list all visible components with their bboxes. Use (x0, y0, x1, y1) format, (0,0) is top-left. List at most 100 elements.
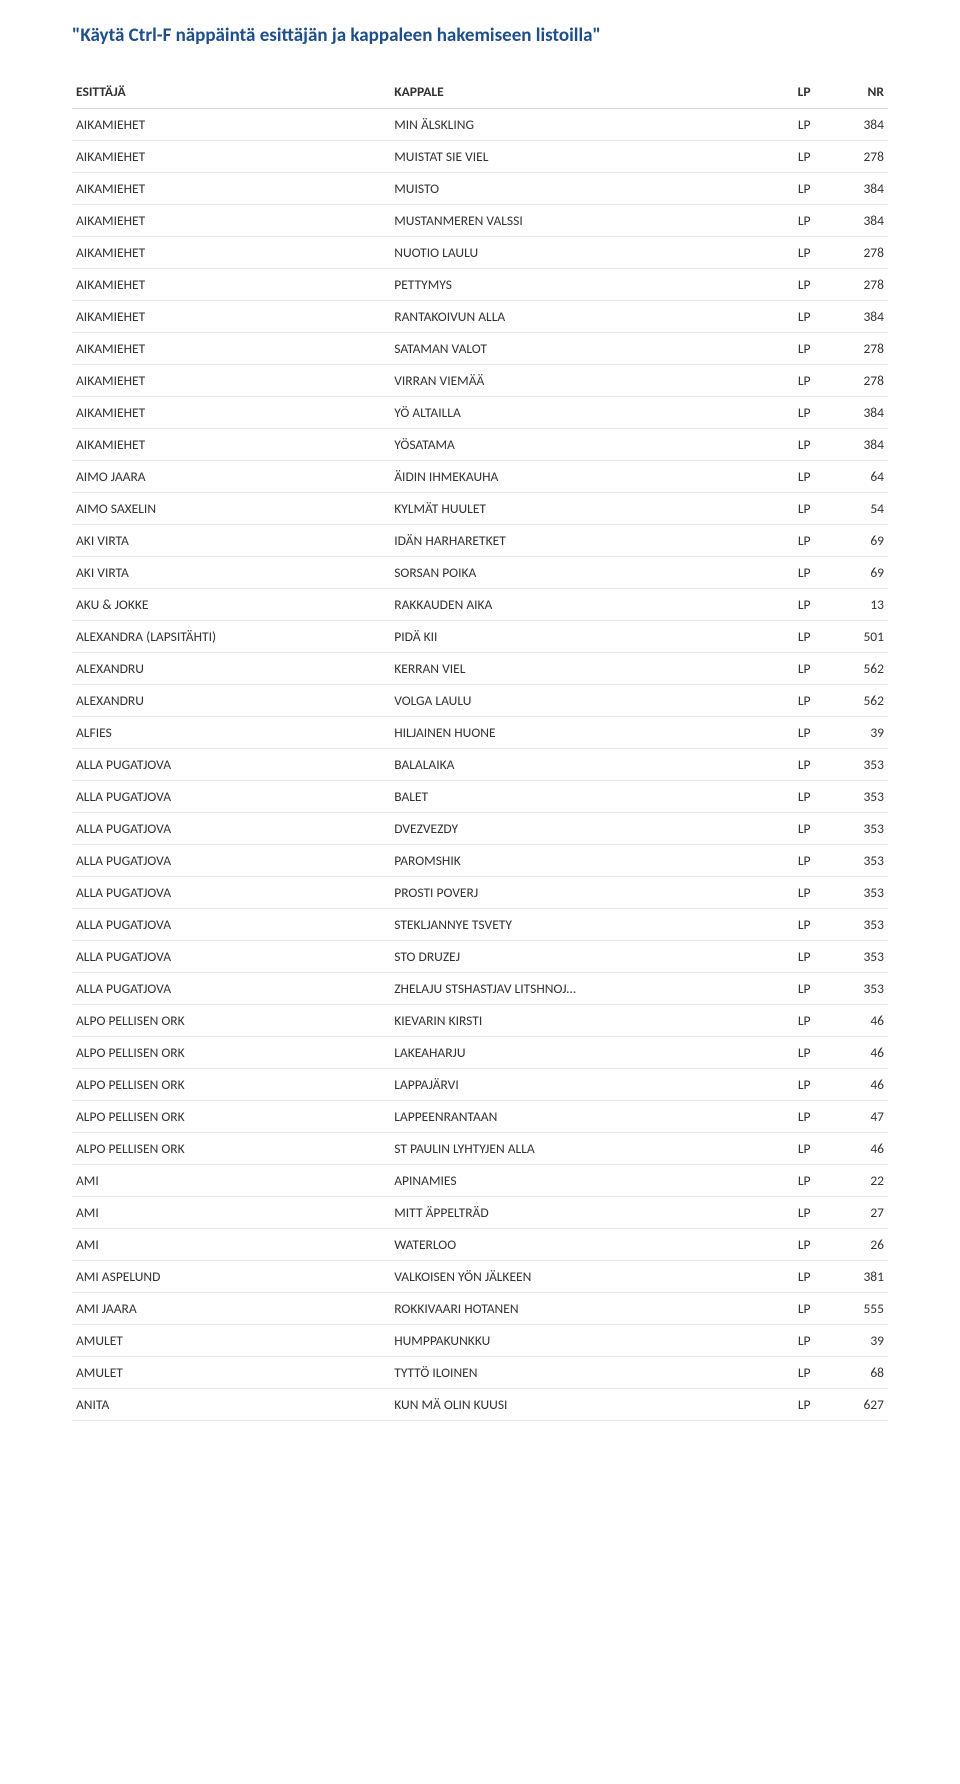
cell-nr: 22 (815, 1165, 888, 1197)
cell-song: KYLMÄT HUULET (390, 493, 757, 525)
table-row: ANITAKUN MÄ OLIN KUUSILP627 (72, 1389, 888, 1421)
cell-song: MUSTANMEREN VALSSI (390, 205, 757, 237)
cell-nr: 69 (815, 557, 888, 589)
cell-song: KUN MÄ OLIN KUUSI (390, 1389, 757, 1421)
table-row: AMIMITT ÄPPELTRÄDLP27 (72, 1197, 888, 1229)
cell-nr: 278 (815, 237, 888, 269)
cell-nr: 353 (815, 845, 888, 877)
cell-song: HILJAINEN HUONE (390, 717, 757, 749)
table-row: AMI ASPELUNDVALKOISEN YÖN JÄLKEENLP381 (72, 1261, 888, 1293)
cell-song: VOLGA LAULU (390, 685, 757, 717)
header-lp: LP (757, 77, 814, 109)
cell-song: MITT ÄPPELTRÄD (390, 1197, 757, 1229)
cell-artist: AIMO SAXELIN (72, 493, 390, 525)
cell-nr: 68 (815, 1357, 888, 1389)
cell-lp: LP (757, 397, 814, 429)
cell-lp: LP (757, 621, 814, 653)
cell-lp: LP (757, 557, 814, 589)
table-row: AIMO SAXELINKYLMÄT HUULETLP54 (72, 493, 888, 525)
table-row: AMIAPINAMIESLP22 (72, 1165, 888, 1197)
cell-nr: 64 (815, 461, 888, 493)
cell-artist: ALPO PELLISEN ORK (72, 1069, 390, 1101)
cell-lp: LP (757, 781, 814, 813)
cell-artist: ALEXANDRU (72, 685, 390, 717)
cell-song: STO DRUZEJ (390, 941, 757, 973)
cell-song: VALKOISEN YÖN JÄLKEEN (390, 1261, 757, 1293)
header-song: KAPPALE (390, 77, 757, 109)
cell-nr: 353 (815, 877, 888, 909)
table-row: ALLA PUGATJOVASTO DRUZEJLP353 (72, 941, 888, 973)
cell-song: WATERLOO (390, 1229, 757, 1261)
cell-nr: 39 (815, 717, 888, 749)
cell-lp: LP (757, 237, 814, 269)
header-artist: ESITTÄJÄ (72, 77, 390, 109)
cell-nr: 384 (815, 397, 888, 429)
cell-lp: LP (757, 429, 814, 461)
cell-song: DVEZVEZDY (390, 813, 757, 845)
table-row: ALEXANDRUKERRAN VIELLP562 (72, 653, 888, 685)
cell-song: MIN ÄLSKLING (390, 109, 757, 141)
cell-song: NUOTIO LAULU (390, 237, 757, 269)
cell-lp: LP (757, 1325, 814, 1357)
cell-lp: LP (757, 365, 814, 397)
cell-nr: 501 (815, 621, 888, 653)
cell-song: HUMPPAKUNKKU (390, 1325, 757, 1357)
cell-nr: 384 (815, 173, 888, 205)
cell-song: SATAMAN VALOT (390, 333, 757, 365)
cell-nr: 46 (815, 1069, 888, 1101)
cell-lp: LP (757, 493, 814, 525)
cell-nr: 13 (815, 589, 888, 621)
table-row: AIKAMIEHETSATAMAN VALOTLP278 (72, 333, 888, 365)
cell-lp: LP (757, 1005, 814, 1037)
cell-nr: 384 (815, 205, 888, 237)
cell-lp: LP (757, 333, 814, 365)
cell-lp: LP (757, 749, 814, 781)
cell-nr: 47 (815, 1101, 888, 1133)
cell-lp: LP (757, 1229, 814, 1261)
cell-song: SORSAN POIKA (390, 557, 757, 589)
cell-nr: 555 (815, 1293, 888, 1325)
cell-artist: ALPO PELLISEN ORK (72, 1005, 390, 1037)
table-row: AIMO JAARAÄIDIN IHMEKAUHALP64 (72, 461, 888, 493)
cell-song: KERRAN VIEL (390, 653, 757, 685)
cell-lp: LP (757, 205, 814, 237)
cell-song: ZHELAJU STSHASTJAV LITSHNOJ… (390, 973, 757, 1005)
cell-song: BALET (390, 781, 757, 813)
table-row: AKI VIRTAIDÄN HARHARETKETLP69 (72, 525, 888, 557)
cell-artist: ALLA PUGATJOVA (72, 781, 390, 813)
cell-song: ROKKIVAARI HOTANEN (390, 1293, 757, 1325)
cell-nr: 278 (815, 269, 888, 301)
table-row: AIKAMIEHETPETTYMYSLP278 (72, 269, 888, 301)
cell-artist: AIKAMIEHET (72, 141, 390, 173)
cell-lp: LP (757, 941, 814, 973)
cell-lp: LP (757, 845, 814, 877)
cell-artist: ALLA PUGATJOVA (72, 973, 390, 1005)
cell-artist: AMULET (72, 1357, 390, 1389)
cell-lp: LP (757, 1197, 814, 1229)
cell-lp: LP (757, 461, 814, 493)
cell-lp: LP (757, 1133, 814, 1165)
table-row: ALLA PUGATJOVAZHELAJU STSHASTJAV LITSHNO… (72, 973, 888, 1005)
cell-song: PIDÄ KII (390, 621, 757, 653)
cell-artist: AIKAMIEHET (72, 397, 390, 429)
cell-nr: 46 (815, 1005, 888, 1037)
cell-artist: AKI VIRTA (72, 525, 390, 557)
cell-song: VIRRAN VIEMÄÄ (390, 365, 757, 397)
cell-lp: LP (757, 973, 814, 1005)
cell-nr: 353 (815, 781, 888, 813)
cell-song: TYTTÖ ILOINEN (390, 1357, 757, 1389)
header-nr: NR (815, 77, 888, 109)
cell-song: LAPPAJÄRVI (390, 1069, 757, 1101)
cell-lp: LP (757, 1037, 814, 1069)
cell-song: PAROMSHIK (390, 845, 757, 877)
cell-nr: 39 (815, 1325, 888, 1357)
cell-artist: AIKAMIEHET (72, 173, 390, 205)
cell-artist: ALLA PUGATJOVA (72, 909, 390, 941)
cell-nr: 381 (815, 1261, 888, 1293)
cell-artist: ALLA PUGATJOVA (72, 845, 390, 877)
cell-lp: LP (757, 589, 814, 621)
cell-artist: ANITA (72, 1389, 390, 1421)
table-row: ALPO PELLISEN ORKST PAULIN LYHTYJEN ALLA… (72, 1133, 888, 1165)
table-row: ALPO PELLISEN ORKLAPPEENRANTAANLP47 (72, 1101, 888, 1133)
cell-nr: 562 (815, 653, 888, 685)
